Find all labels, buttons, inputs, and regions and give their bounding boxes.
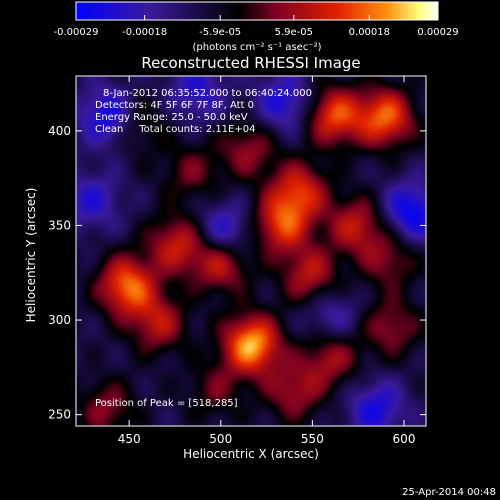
chart-title: Reconstructed RHESSI Image: [141, 54, 360, 72]
y-tick-label: 300: [48, 313, 71, 327]
colorbar-tick-label: 5.9e-05: [275, 27, 313, 38]
clean-counts-text: Clean Total counts: 2.11E+04: [95, 124, 256, 135]
x-tick-label: 600: [393, 432, 416, 446]
colorbar: [75, 1, 439, 21]
time-range-text: 8-Jan-2012 06:35:52.000 to 06:40:24.000: [103, 88, 312, 99]
footer-date: 25-Apr-2014 00:48: [402, 487, 496, 498]
colorbar-unit-label: (photons cm⁻² s⁻¹ asec⁻²): [192, 42, 321, 53]
y-tick-label: 250: [48, 408, 71, 422]
x-tick-label: 550: [301, 432, 324, 446]
y-tick-label: 350: [48, 218, 71, 232]
colorbar-ticks: -0.00029 -0.00018 -5.9e-05 5.9e-05 0.00018 0.…: [54, 15, 459, 38]
colorbar-tick-label: 0.00029: [417, 27, 458, 38]
heatmap-image: [76, 76, 426, 426]
x-tick-label: 500: [209, 432, 232, 446]
y-axis-label: Heliocentric Y (arcsec): [24, 188, 38, 323]
colorbar-tick-label: -0.00018: [122, 27, 167, 38]
colorbar-tick-label: -0.00029: [54, 27, 99, 38]
detectors-text: Detectors: 4F 5F 6F 7F 8F, Att 0: [95, 100, 255, 111]
plot-frame: [75, 75, 427, 427]
colorbar-tick-label: 0.00018: [349, 27, 390, 38]
energy-range-text: Energy Range: 25.0 - 50.0 keV: [95, 112, 248, 123]
y-tick-label: 400: [48, 124, 71, 138]
x-axis-label: Heliocentric X (arcsec): [183, 447, 319, 461]
axis-ticks: 450 500 550 600 250 300 350 400: [48, 76, 426, 446]
peak-position-text: Position of Peak = [518,285]: [95, 398, 238, 409]
colorbar-tick-label: -5.9e-05: [199, 27, 241, 38]
x-tick-label: 450: [118, 432, 141, 446]
heatmap: [76, 76, 426, 426]
